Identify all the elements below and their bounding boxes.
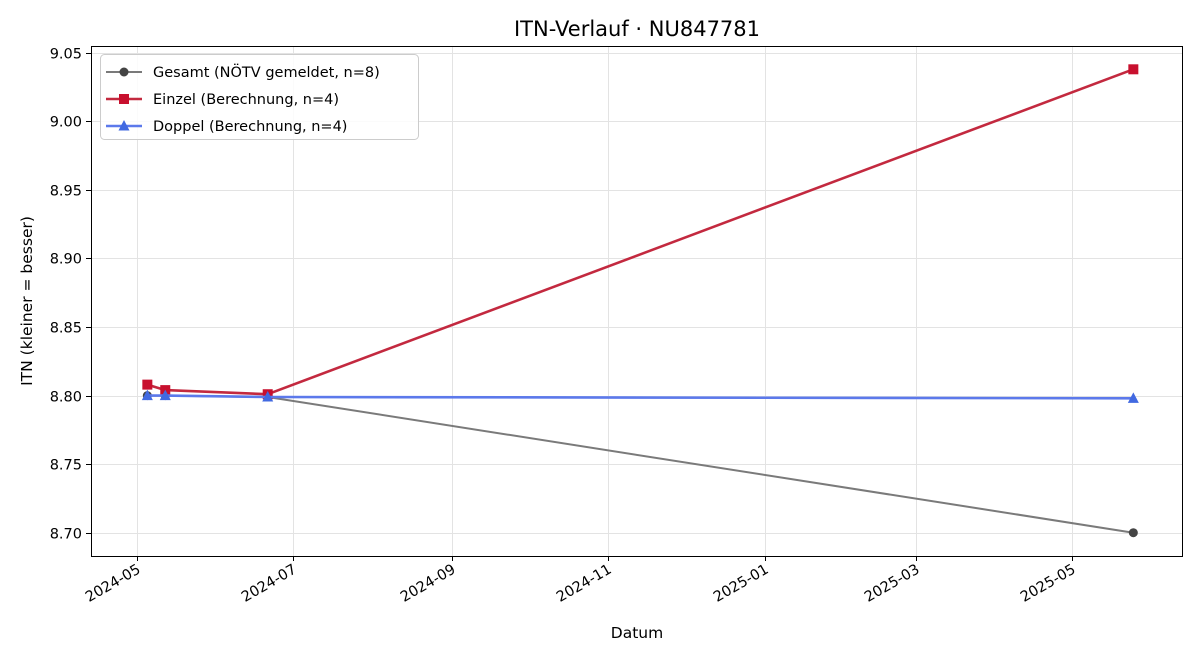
x-tick-label: 2025-03 [862,562,922,606]
y-axis-label: ITN (kleiner = besser) [18,216,36,386]
chart-title: ITN-Verlauf · NU847781 [514,17,760,41]
data-point [1127,392,1139,403]
x-axis: 2024-05 2024-07 2024-09 2024-11 2025-01 2025-… [83,556,1079,606]
y-axis: 8.70 8.75 8.80 8.85 8.90 8.95 9.00 9.05 [50,47,91,543]
legend-entry: Doppel (Berechnung, n=4) [106,119,347,135]
legend-label: Doppel (Berechnung, n=4) [153,119,347,135]
x-axis-label: Datum [611,624,663,642]
plot-frame [91,46,1183,557]
series-line [147,394,1134,400]
x-tick-label: 2024-11 [554,562,614,606]
series-line [146,68,1134,396]
data-point [141,389,153,401]
y-tick-label: 8.95 [50,184,82,200]
legend-entry: Einzel (Berechnung, n=4) [106,92,339,108]
data-point [142,379,153,390]
y-tick-label: 8.80 [50,390,82,406]
legend-label: Einzel (Berechnung, n=4) [153,92,339,108]
series-3 [141,389,1139,403]
legend: Gesamt (NÖTV gemeldet, n=8) Einzel (Berec… [100,54,419,140]
y-tick-label: 8.85 [50,321,82,337]
data-point [159,389,171,401]
x-tick-label: 2024-05 [83,562,143,606]
x-tick-label: 2025-05 [1018,562,1078,606]
grid-layer [91,46,1182,556]
legend-marker [119,94,129,104]
data-point [262,390,274,402]
legend-entry: Gesamt (NÖTV gemeldet, n=8) [106,63,380,81]
y-tick-label: 8.75 [50,458,82,474]
data-point [1128,528,1138,538]
y-tick-label: 9.00 [50,115,82,131]
y-tick-label: 8.90 [50,252,82,268]
x-tick-label: 2024-07 [239,562,299,606]
series-layer [141,64,1139,538]
legend-label: Gesamt (NÖTV gemeldet, n=8) [153,63,380,81]
data-point [1128,64,1139,75]
legend-box [100,54,419,140]
x-tick-label: 2024-09 [398,562,458,606]
x-tick-label: 2025-01 [711,562,771,606]
legend-marker [118,120,130,131]
y-tick-label: 8.70 [50,527,82,543]
legend-marker [119,67,129,77]
y-tick-label: 9.05 [50,47,82,63]
